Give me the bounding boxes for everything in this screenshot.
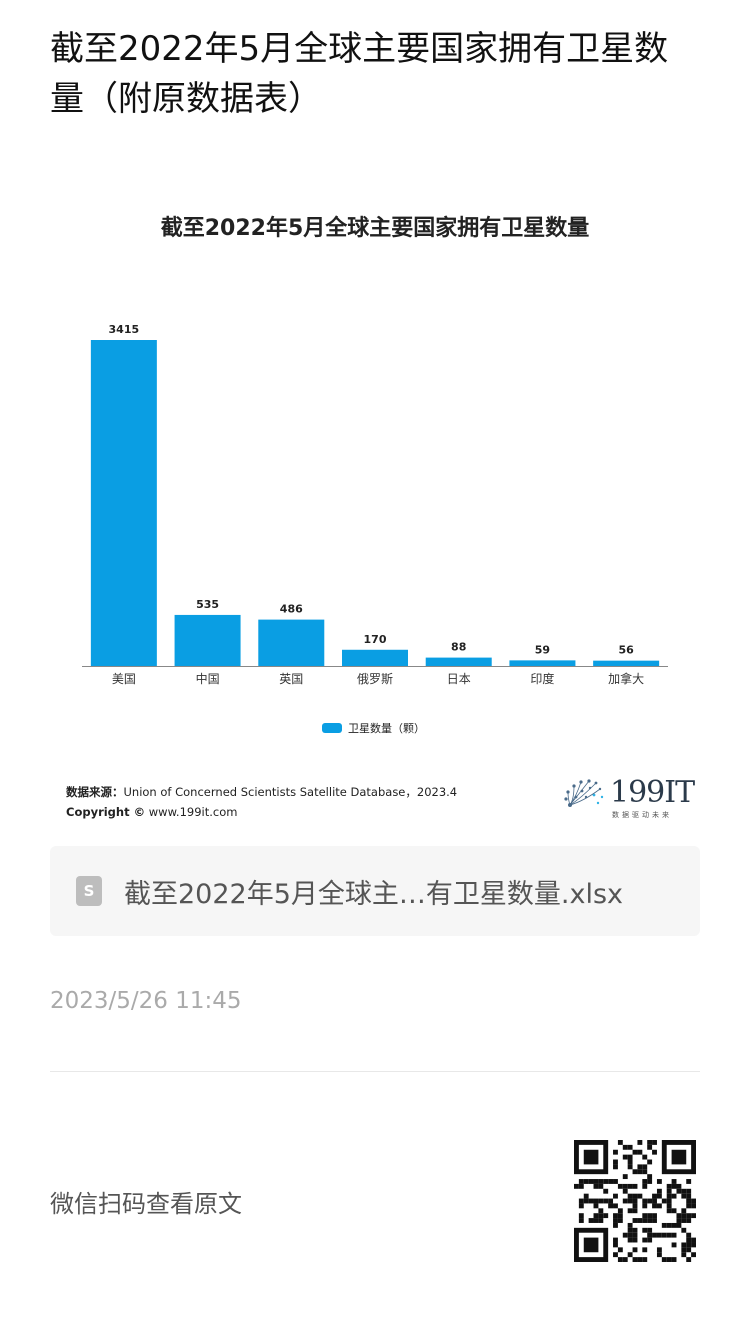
data-label-5: 59 [535,643,550,656]
copyright-text: www.199it.com [148,805,238,819]
x-tick-label-1: 中国 [196,671,220,686]
bar-chart: 3415 美国 535 中国 486 英国 170 俄罗斯 88 日本 59 印度 56 加拿大 [82,323,668,686]
bar-5 [509,660,576,666]
attachment-file-card[interactable]: S 截至2022年5月全球主…有卫星数量.xlsx [50,846,700,936]
bar-3 [342,649,408,666]
data-label-1: 535 [196,598,219,611]
wechat-scan-hint: 微信扫码查看原文 [50,1190,242,1218]
attachment-file-name: 截至2022年5月全球主…有卫星数量.xlsx [124,878,623,910]
data-label-2: 486 [280,603,303,616]
bar-1 [174,614,241,666]
logo-199it: 199IT 数据驱动未来 [560,775,695,821]
divider [50,1071,700,1072]
spreadsheet-icon: S [76,876,102,906]
bar-6 [593,660,660,666]
source-label: 数据来源： [66,785,124,799]
source-text: Union of Concerned Scientists Satellite … [123,785,458,799]
data-label-3: 170 [364,633,387,646]
x-tick-label-5: 印度 [530,671,554,686]
chart-image: 截至2022年5月全球主要国家拥有卫星数量 3415 美国 535 中国 486 英国 17… [50,190,700,830]
logo-subtitle: 数据驱动未来 [612,811,672,819]
x-tick-label-3: 俄罗斯 [357,672,393,686]
bar-0 [90,340,157,666]
qr-code-icon[interactable] [574,1140,696,1262]
legend-swatch [322,723,342,733]
bar-2 [258,619,325,666]
logo-icon [564,779,604,807]
data-label-0: 3415 [109,323,140,336]
x-tick-label-2: 英国 [279,672,303,686]
chart-source: 数据来源：Union of Concerned Scientists Satel… [66,782,457,822]
x-tick-label-4: 日本 [447,672,471,686]
bar-4 [425,657,492,666]
copyright-label: Copyright © [66,805,146,819]
logo-text: 199IT [610,775,695,810]
data-label-6: 56 [618,644,634,657]
data-label-4: 88 [451,641,466,654]
publish-date: 2023/5/26 11:45 [50,988,242,1014]
x-tick-label-6: 加拿大 [608,671,644,686]
x-tick-label-0: 美国 [112,672,136,686]
legend-label: 卫星数量（颗） [348,722,425,735]
chart-title: 截至2022年5月全球主要国家拥有卫星数量 [160,216,590,241]
article-title: 截至2022年5月全球主要国家拥有卫星数量（附原数据表） [50,29,669,119]
chart-legend: 卫星数量（颗） [322,720,425,736]
